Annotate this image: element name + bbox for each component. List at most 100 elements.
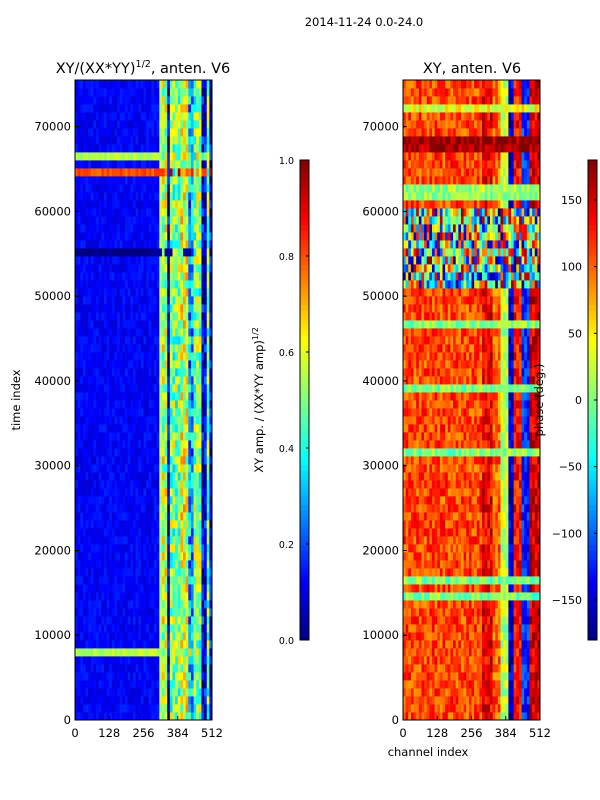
heatmap-cell <box>132 584 136 593</box>
heatmap-cell <box>511 656 515 665</box>
heatmap-cell <box>111 472 115 481</box>
heatmap-cell <box>109 112 113 121</box>
heatmap-cell <box>183 80 187 89</box>
heatmap-cell <box>77 144 81 153</box>
heatmap-cell <box>82 88 86 97</box>
heatmap-cell <box>193 664 197 673</box>
heatmap-cell <box>88 456 92 465</box>
heatmap-cell <box>408 696 412 705</box>
heatmap-cell <box>468 672 472 681</box>
x-tick-label: 128 <box>98 726 120 740</box>
heatmap-cell <box>130 296 134 305</box>
heatmap-cell <box>529 680 533 689</box>
heatmap-cell <box>167 408 171 417</box>
heatmap-cell <box>109 704 113 713</box>
heatmap-cell <box>135 472 139 481</box>
heatmap-cell <box>138 224 142 233</box>
heatmap-cell <box>172 664 176 673</box>
heatmap-cell <box>117 648 121 657</box>
heatmap-cell <box>167 456 171 465</box>
heatmap-cell <box>193 648 197 657</box>
colorbar-swatch <box>300 575 309 581</box>
heatmap-cell <box>196 592 200 601</box>
heatmap-cell <box>103 440 108 449</box>
heatmap-cell <box>82 360 86 369</box>
heatmap-cell <box>82 712 86 721</box>
heatmap-cell <box>453 680 457 689</box>
heatmap-cell <box>172 96 176 105</box>
heatmap-cell <box>196 424 200 433</box>
heatmap-cell <box>111 640 115 649</box>
heatmap-cell <box>196 680 200 689</box>
heatmap-cell <box>198 584 202 593</box>
heatmap-cell <box>439 624 443 633</box>
heatmap-cell <box>177 160 181 169</box>
heatmap-cell <box>143 328 147 337</box>
heatmap-cell <box>77 120 81 129</box>
heatmap-cell <box>183 688 187 697</box>
heatmap-cell <box>201 416 205 425</box>
heatmap-cell <box>146 544 150 553</box>
heatmap-cell <box>537 632 541 641</box>
colorbar-swatch <box>300 465 309 471</box>
heatmap-cell <box>135 664 139 673</box>
heatmap-cell <box>471 672 475 681</box>
heatmap-cell <box>424 640 428 649</box>
heatmap-cell <box>93 224 97 233</box>
heatmap-cell <box>88 112 92 121</box>
heatmap-cell <box>135 464 139 473</box>
heatmap-cell <box>201 688 205 697</box>
heatmap-cell <box>80 632 84 641</box>
heatmap-cell <box>209 184 213 193</box>
heatmap-cell <box>143 624 147 633</box>
heatmap-cell <box>489 640 493 649</box>
heatmap-cell <box>185 608 189 617</box>
heatmap-cell <box>159 160 163 169</box>
heatmap-cell <box>111 272 115 281</box>
heatmap-cell <box>175 280 179 289</box>
heatmap-cell <box>193 96 197 105</box>
heatmap-cell <box>75 704 79 713</box>
heatmap-cell <box>167 192 171 201</box>
heatmap-cell <box>410 688 414 697</box>
heatmap-cell <box>114 440 118 449</box>
heatmap-cell <box>426 616 430 625</box>
heatmap-cell <box>471 688 475 697</box>
heatmap-cell <box>198 152 202 161</box>
heatmap-cell <box>122 600 126 609</box>
heatmap-cell <box>439 616 443 625</box>
heatmap-cell <box>122 104 126 113</box>
heatmap-cell <box>190 160 194 169</box>
heatmap-cell <box>117 688 121 697</box>
heatmap-cell <box>156 408 160 417</box>
heatmap-cell <box>88 560 92 569</box>
heatmap-cell <box>148 176 152 185</box>
heatmap-cell <box>183 384 187 393</box>
heatmap-cell <box>183 112 187 121</box>
heatmap-cell <box>169 408 173 417</box>
heatmap-cell <box>180 376 184 385</box>
heatmap-cell <box>204 128 208 137</box>
heatmap-cell <box>206 264 210 273</box>
heatmap-cell <box>130 320 134 329</box>
heatmap-cell <box>143 576 147 585</box>
heatmap-cell <box>172 256 176 265</box>
heatmap-cell <box>206 608 210 617</box>
heatmap-cell <box>148 552 152 561</box>
heatmap-cell <box>193 480 197 489</box>
heatmap-cell <box>90 416 94 425</box>
heatmap-cell <box>172 640 176 649</box>
heatmap-cell <box>188 320 192 329</box>
heatmap-cell <box>532 704 536 713</box>
heatmap-cell <box>193 224 197 233</box>
heatmap-cell <box>537 640 541 649</box>
heatmap-cell <box>119 184 123 193</box>
heatmap-cell <box>169 456 173 465</box>
heatmap-cell <box>103 96 108 105</box>
heatmap-cell <box>130 400 134 409</box>
heatmap-cell <box>413 712 417 721</box>
colorbar-swatch <box>300 535 309 541</box>
heatmap-cell <box>138 360 142 369</box>
heatmap-cell <box>169 520 173 529</box>
heatmap-cell <box>135 432 139 441</box>
